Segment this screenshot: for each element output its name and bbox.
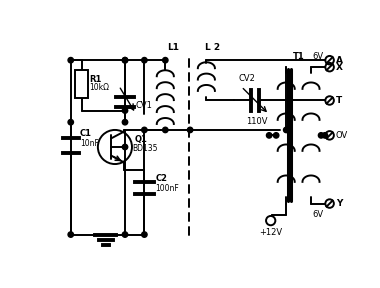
Text: 6V: 6V	[312, 210, 324, 219]
Text: R1: R1	[89, 75, 102, 84]
Circle shape	[68, 232, 73, 237]
Circle shape	[122, 58, 128, 63]
Circle shape	[122, 108, 128, 113]
Circle shape	[142, 232, 147, 237]
Circle shape	[122, 232, 128, 237]
Circle shape	[122, 58, 128, 63]
Text: 10nF: 10nF	[80, 139, 99, 148]
Circle shape	[68, 120, 73, 125]
Circle shape	[122, 120, 128, 125]
Circle shape	[283, 127, 289, 133]
Text: L 2: L 2	[205, 43, 220, 52]
Circle shape	[318, 133, 324, 138]
Circle shape	[266, 133, 272, 138]
Text: T: T	[336, 96, 342, 105]
Text: Q1: Q1	[135, 135, 148, 144]
Text: A: A	[336, 56, 343, 65]
Text: C2: C2	[155, 174, 167, 183]
Circle shape	[142, 58, 147, 63]
Text: CV1: CV1	[135, 101, 152, 110]
Text: 6V: 6V	[312, 52, 324, 61]
Text: L1: L1	[167, 43, 179, 52]
Text: OV: OV	[336, 131, 348, 140]
Text: BD135: BD135	[132, 144, 157, 153]
Text: 110V: 110V	[246, 117, 268, 126]
Circle shape	[122, 144, 128, 150]
Text: T1: T1	[292, 52, 304, 61]
Circle shape	[322, 133, 328, 138]
Circle shape	[142, 127, 147, 133]
Text: Y: Y	[336, 199, 342, 208]
Circle shape	[274, 133, 279, 138]
Text: 10kΩ: 10kΩ	[89, 83, 109, 92]
Text: C1: C1	[80, 129, 92, 138]
Circle shape	[187, 127, 193, 133]
Circle shape	[163, 58, 168, 63]
Text: CV2: CV2	[238, 74, 255, 84]
FancyBboxPatch shape	[75, 70, 88, 98]
Text: 100nF: 100nF	[155, 183, 179, 193]
Circle shape	[68, 58, 73, 63]
Circle shape	[163, 127, 168, 133]
Text: X: X	[336, 63, 343, 72]
Text: +12V: +12V	[259, 228, 282, 237]
